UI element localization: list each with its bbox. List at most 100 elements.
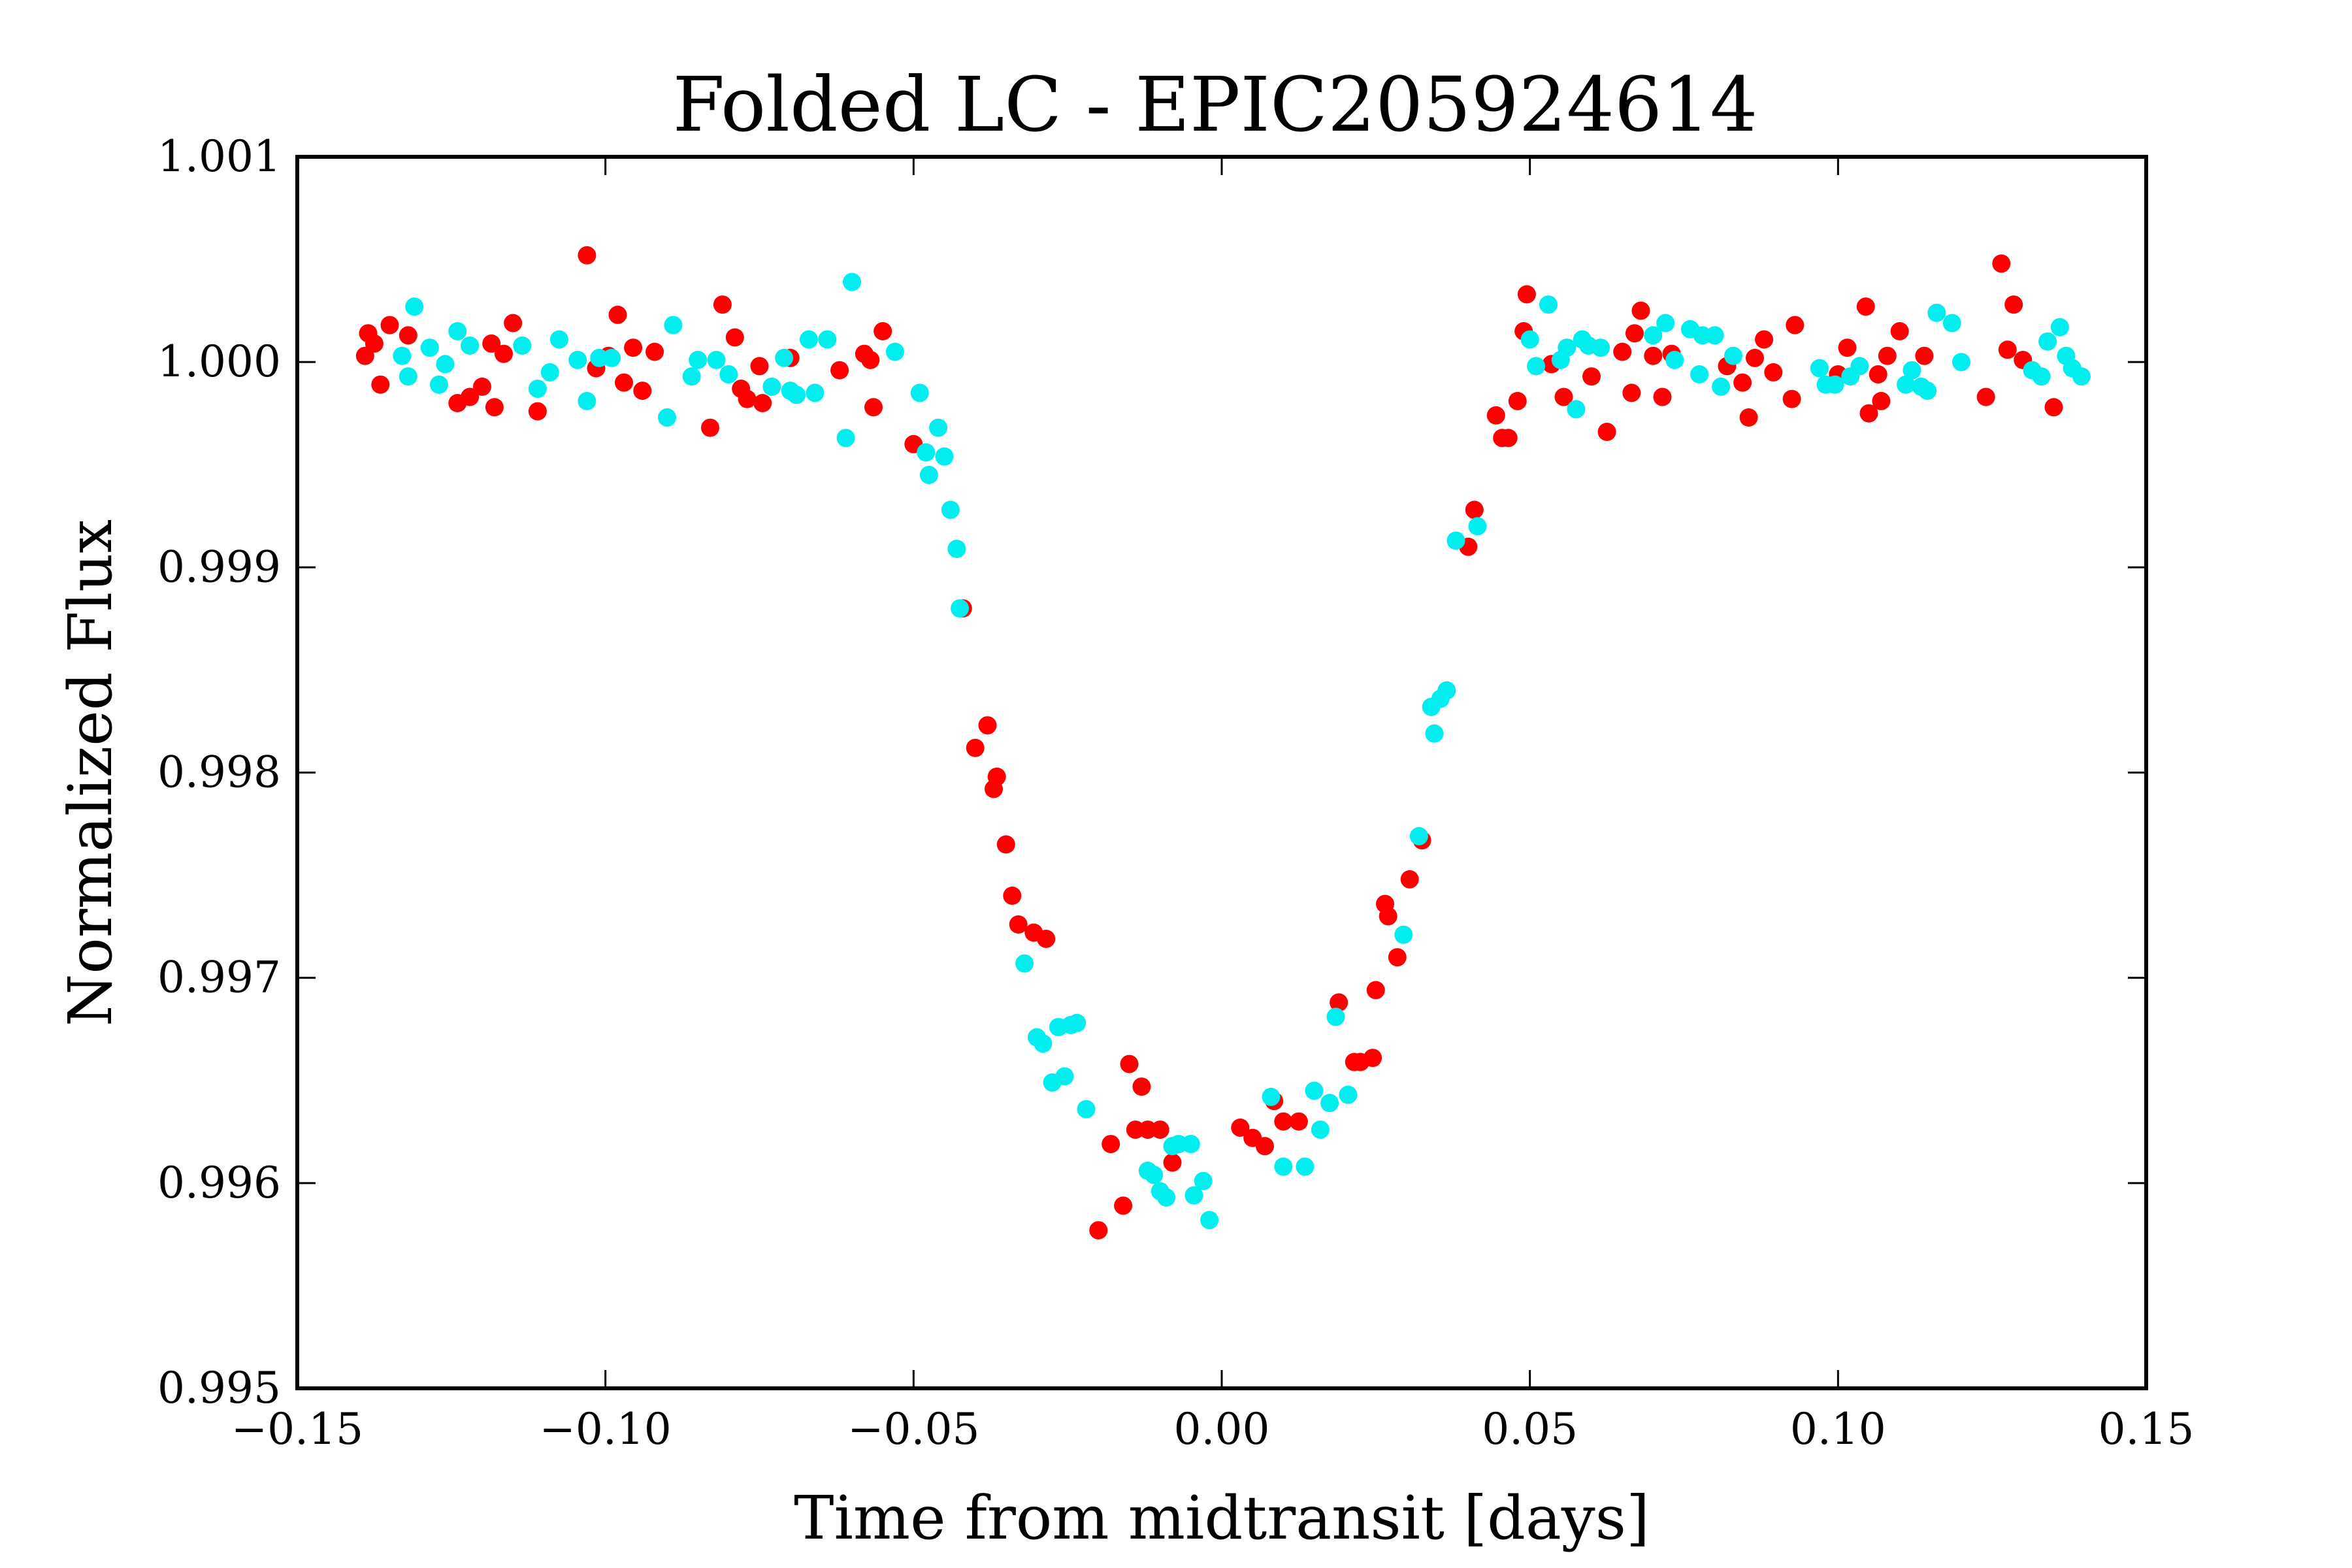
data-point (929, 418, 948, 437)
data-point (615, 373, 633, 392)
data-point (1656, 314, 1675, 333)
x-tick-label: 0.15 (2099, 1404, 2195, 1454)
data-point (504, 314, 523, 333)
data-point (886, 342, 904, 361)
data-point (1755, 330, 1774, 349)
data-point (1009, 915, 1028, 934)
data-point (689, 351, 708, 369)
data-point (947, 540, 966, 559)
data-point (800, 330, 818, 349)
data-point (568, 351, 587, 369)
data-point (664, 316, 683, 335)
y-tick-label: 0.996 (157, 1158, 281, 1208)
data-point (1517, 285, 1536, 304)
data-point (1379, 907, 1397, 926)
data-point (405, 297, 424, 316)
data-point (1746, 348, 1764, 367)
data-point (1582, 367, 1601, 386)
data-point (1558, 338, 1576, 357)
data-point (1077, 1100, 1096, 1119)
y-tick-label: 0.998 (157, 747, 281, 798)
plot-frame (295, 155, 2148, 1390)
data-point (482, 334, 501, 353)
data-point (1625, 324, 1644, 343)
data-point (1132, 1077, 1151, 1096)
data-point (608, 305, 627, 324)
data-point (1068, 1013, 1086, 1032)
y-tick-label: 0.995 (157, 1363, 281, 1413)
data-point (1194, 1171, 1213, 1190)
data-point (1508, 391, 1527, 410)
data-point (1003, 887, 1022, 905)
data-points (355, 246, 2091, 1240)
data-point (1739, 408, 1758, 427)
data-point (540, 363, 559, 382)
x-tick-label: 0.00 (1174, 1404, 1270, 1454)
data-point (1289, 1112, 1308, 1131)
data-point (941, 500, 960, 519)
data-point (750, 357, 769, 376)
data-point (713, 295, 732, 314)
data-point (1786, 316, 1805, 335)
data-point (1825, 375, 1844, 394)
data-point (1998, 340, 2017, 359)
data-point (1712, 377, 1731, 396)
data-point (1992, 254, 2011, 273)
data-point (1942, 314, 1961, 333)
data-point (1665, 351, 1684, 369)
data-point (978, 716, 997, 735)
data-point (935, 447, 954, 466)
data-point (2050, 318, 2069, 336)
data-point (1976, 387, 1995, 406)
data-point (658, 408, 676, 427)
data-point (1366, 981, 1385, 1000)
data-point (682, 367, 701, 386)
series-1 (393, 272, 2091, 1230)
data-point (1872, 391, 1891, 410)
data-point (1903, 361, 1921, 380)
data-point (528, 402, 547, 421)
data-point (1539, 295, 1558, 314)
data-point (1400, 870, 1419, 889)
data-point (830, 361, 849, 380)
data-point (1705, 326, 1724, 345)
data-point (1055, 1067, 1074, 1086)
data-point (602, 348, 621, 367)
data-point (1810, 359, 1829, 378)
data-point (1690, 365, 1709, 384)
data-point (461, 387, 480, 406)
data-point (1320, 1094, 1339, 1113)
data-point (645, 342, 664, 361)
data-point (1151, 1120, 1169, 1139)
data-point (1262, 1087, 1281, 1106)
data-point (1296, 1157, 1315, 1176)
data-point (1305, 1081, 1324, 1100)
data-point (1409, 826, 1428, 845)
data-point (738, 389, 757, 408)
data-point (1157, 1188, 1176, 1207)
data-point (365, 334, 384, 353)
data-point (1850, 357, 1869, 376)
data-point (762, 377, 781, 396)
data-point (1527, 357, 1546, 376)
data-point (1859, 404, 1878, 423)
data-point (1622, 384, 1641, 402)
data-point (1089, 1221, 1108, 1240)
data-point (1644, 346, 1663, 365)
data-point (910, 384, 929, 402)
data-point (1592, 338, 1610, 357)
y-tick-label: 0.999 (157, 542, 281, 592)
data-point (806, 384, 825, 402)
data-point (1890, 322, 1909, 340)
data-point (1274, 1157, 1293, 1176)
data-point (707, 351, 726, 369)
data-point (1486, 406, 1505, 425)
data-point (633, 382, 652, 400)
data-point (624, 338, 643, 357)
data-point (1437, 681, 1456, 700)
data-point (399, 326, 417, 345)
data-point (2032, 367, 2051, 386)
data-point (818, 330, 837, 349)
data-point (2044, 398, 2063, 417)
data-point (473, 377, 491, 396)
